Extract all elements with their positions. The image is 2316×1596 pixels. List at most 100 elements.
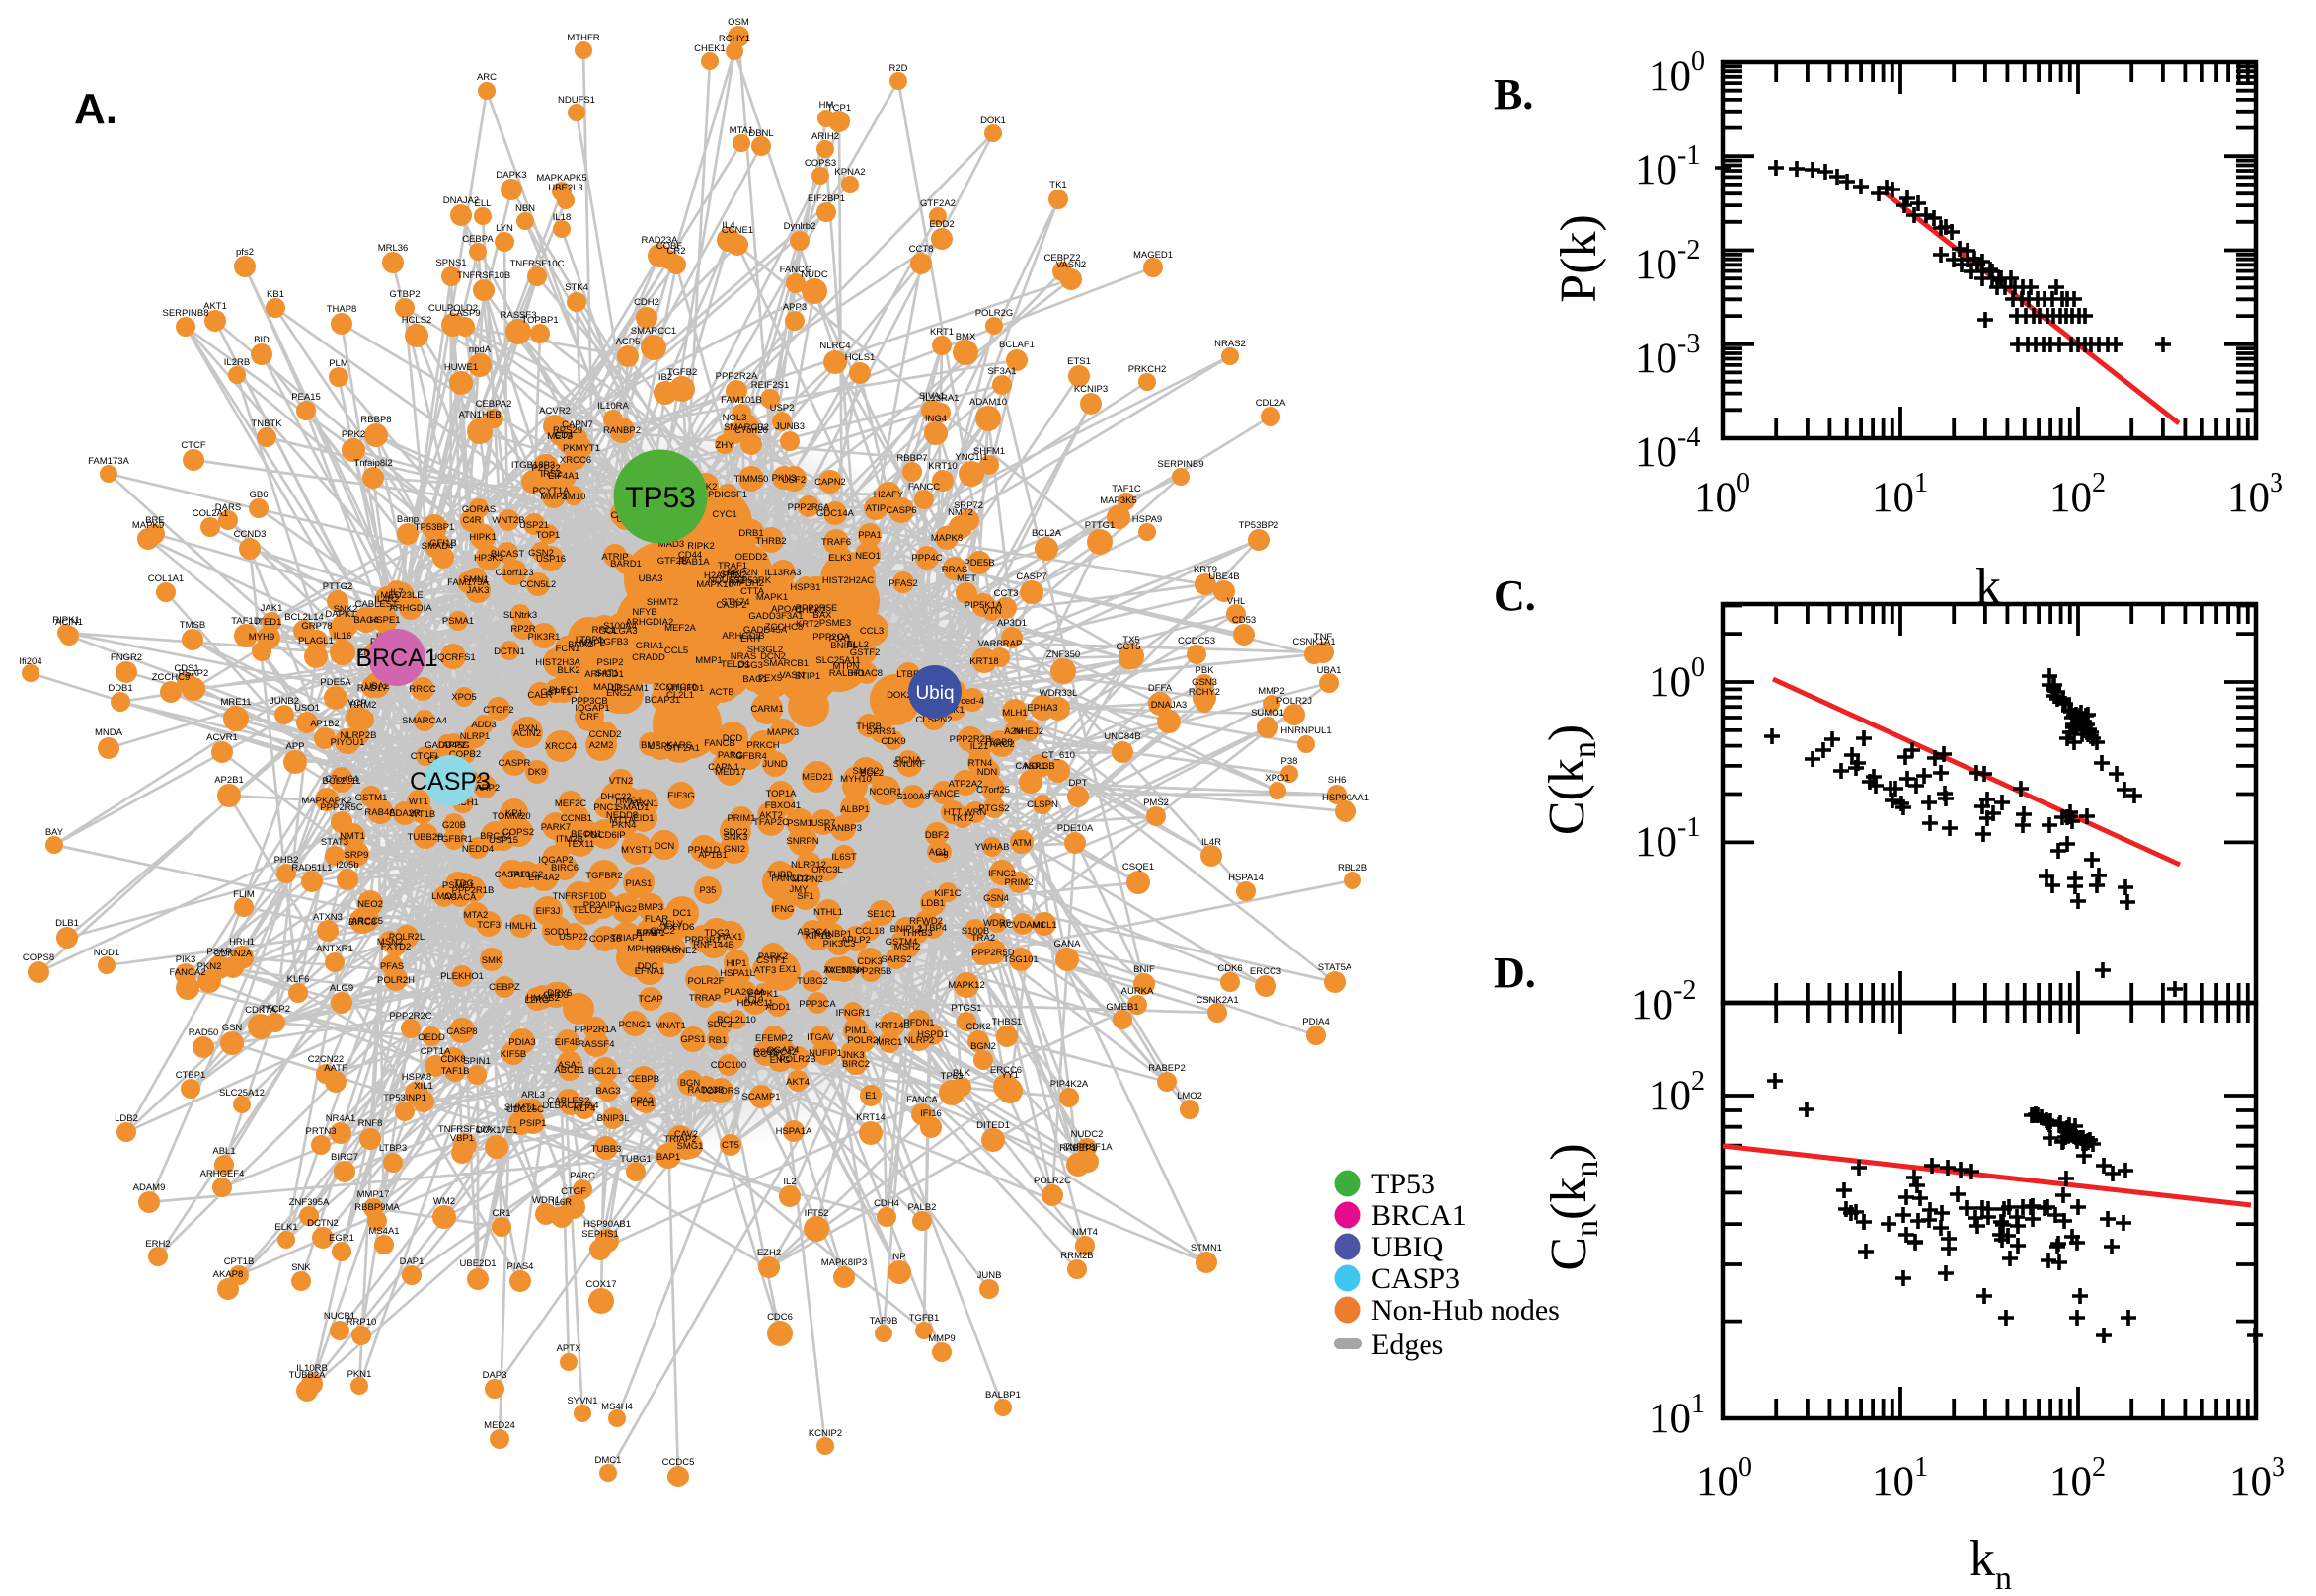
svg-text:NUDC: NUDC — [801, 269, 828, 280]
svg-text:CTGF2: CTGF2 — [483, 705, 513, 716]
svg-text:ACTB: ACTB — [709, 687, 733, 698]
svg-text:NOD1: NOD1 — [94, 948, 119, 958]
svg-text:SMN1: SMN1 — [463, 574, 489, 585]
svg-text:ELL: ELL — [475, 198, 492, 209]
svg-text:TKT2: TKT2 — [951, 813, 973, 824]
svg-text:COPB2: COPB2 — [449, 749, 481, 760]
svg-text:SPNS1: SPNS1 — [435, 258, 466, 268]
svg-text:PIYOU1: PIYOU1 — [331, 737, 365, 748]
svg-text:AKT2: AKT2 — [759, 810, 783, 821]
svg-text:MED17: MED17 — [715, 767, 746, 778]
svg-text:RRP10: RRP10 — [347, 1317, 377, 1328]
svg-text:TUBB2B: TUBB2B — [408, 832, 444, 843]
svg-text:CAPN1: CAPN1 — [708, 762, 739, 773]
svg-text:SH6: SH6 — [1328, 775, 1346, 786]
svg-text:IQGAP1: IQGAP1 — [575, 703, 609, 714]
svg-text:KP1: KP1 — [505, 808, 523, 819]
svg-text:-1: -1 — [1677, 140, 1700, 171]
svg-text:PKN1: PKN1 — [347, 1369, 372, 1380]
svg-text:POLR2I: POLR2I — [847, 1035, 881, 1046]
svg-text:CDK2: CDK2 — [965, 1022, 990, 1032]
svg-text:STK4: STK4 — [565, 282, 588, 293]
svg-text:HSPB1: HSPB1 — [790, 582, 820, 593]
svg-text:AKT4: AKT4 — [786, 1077, 810, 1088]
svg-text:ELK3: ELK3 — [828, 553, 851, 564]
svg-text:CDK3: CDK3 — [857, 956, 882, 967]
svg-text:PFDN1: PFDN1 — [903, 1018, 934, 1028]
svg-text:JUND: JUND — [762, 759, 787, 770]
svg-text:SMARCB1: SMARCB1 — [763, 658, 809, 669]
svg-text:PKN4: PKN4 — [612, 820, 637, 831]
svg-text:SARS1: SARS1 — [866, 726, 896, 737]
svg-text:PIP4K2A: PIP4K2A — [1050, 1079, 1089, 1090]
svg-text:KPNA2: KPNA2 — [834, 167, 865, 178]
svg-text:CDK7A: CDK7A — [245, 1005, 276, 1016]
svg-text:SNURF: SNURF — [893, 759, 926, 770]
svg-text:TFAP2C: TFAP2C — [753, 817, 789, 828]
svg-text:UBE4B: UBE4B — [1208, 571, 1239, 582]
svg-text:A2M2: A2M2 — [589, 740, 614, 751]
svg-text:WDR33L: WDR33L — [1040, 688, 1078, 699]
svg-text:PRTN3: PRTN3 — [306, 1126, 337, 1137]
svg-text:CDK9: CDK9 — [881, 736, 905, 747]
svg-text:HDAC8: HDAC8 — [851, 668, 883, 679]
svg-text:SRP9: SRP9 — [345, 850, 369, 861]
svg-text:EID1: EID1 — [633, 813, 654, 824]
svg-text:BGN2: BGN2 — [970, 1041, 996, 1052]
svg-text:HSPA1L: HSPA1L — [720, 968, 755, 979]
svg-text:THRB2: THRB2 — [755, 536, 786, 547]
svg-text:CDS1: CDS1 — [174, 663, 198, 674]
svg-text:BARD1: BARD1 — [610, 559, 642, 570]
svg-text:CASPR: CASPR — [499, 758, 531, 769]
svg-text:MMP1: MMP1 — [695, 655, 722, 666]
svg-text:UBA3: UBA3 — [639, 573, 663, 584]
svg-text:PARC: PARC — [570, 1171, 595, 1181]
svg-text:GSN4: GSN4 — [983, 893, 1009, 904]
svg-text:IL4: IL4 — [722, 220, 734, 231]
svg-text:10: 10 — [1872, 475, 1914, 521]
svg-text:SMK: SMK — [482, 955, 502, 966]
svg-text:TP53: TP53 — [625, 482, 696, 514]
svg-text:XRCC6: XRCC6 — [560, 455, 591, 466]
svg-text:RBBP9MA: RBBP9MA — [354, 1202, 400, 1213]
svg-text:CDH2: CDH2 — [634, 297, 659, 308]
svg-text:UBA2: UBA2 — [365, 681, 390, 692]
svg-text:PARK2: PARK2 — [758, 951, 788, 962]
svg-text:MAP3K5: MAP3K5 — [1100, 495, 1137, 506]
svg-text:BIRC2: BIRC2 — [842, 1059, 870, 1070]
svg-text:TDG2: TDG2 — [704, 928, 729, 939]
svg-text:COPS3: COPS3 — [805, 158, 836, 169]
svg-text:EIF4A1: EIF4A1 — [548, 471, 579, 482]
svg-text:COPS2: COPS2 — [502, 827, 534, 838]
svg-text:TAF9T5H: TAF9T5H — [824, 965, 865, 976]
svg-text:TK1: TK1 — [1049, 180, 1066, 190]
svg-text:TNFRSF10D: TNFRSF10D — [553, 891, 607, 902]
svg-text:FLAR: FLAR — [645, 914, 668, 925]
svg-text:PJA1: PJA1 — [829, 634, 852, 645]
svg-text:PTGS2: PTGS2 — [978, 803, 1009, 814]
svg-text:ALBP1: ALBP1 — [840, 804, 870, 815]
svg-text:EIF4B: EIF4B — [555, 1037, 580, 1048]
svg-text:HMG1: HMG1 — [615, 796, 642, 806]
svg-text:ORC3L: ORC3L — [811, 865, 843, 875]
svg-text:CR2: CR2 — [666, 246, 685, 257]
svg-text:EIF3J: EIF3J — [536, 906, 561, 917]
svg-text:10: 10 — [1649, 659, 1691, 706]
svg-text:NDN: NDN — [977, 767, 998, 778]
svg-text:PSAP: PSAP — [206, 947, 231, 957]
svg-text:MYH10: MYH10 — [840, 774, 872, 785]
svg-text:CEBPB: CEBPB — [628, 1074, 659, 1085]
svg-text:VTN2: VTN2 — [609, 776, 633, 787]
svg-text:MEF2A: MEF2A — [664, 623, 696, 634]
svg-text:AP2B1: AP2B1 — [214, 775, 244, 786]
svg-text:LTBP3: LTBP3 — [379, 1143, 407, 1154]
svg-text:NOL3B: NOL3B — [1024, 761, 1054, 772]
svg-text:NCOR1: NCOR1 — [869, 787, 901, 798]
svg-text:PFAS2: PFAS2 — [888, 578, 918, 589]
svg-text:POLR2L: POLR2L — [389, 932, 425, 943]
svg-text:HCLS1: HCLS1 — [845, 352, 876, 363]
svg-text:PTTG1: PTTG1 — [1085, 520, 1116, 531]
svg-text:RRAS: RRAS — [942, 565, 967, 575]
svg-text:COPS6: COPS6 — [589, 934, 621, 945]
svg-text:EFEMP2: EFEMP2 — [755, 1033, 793, 1044]
